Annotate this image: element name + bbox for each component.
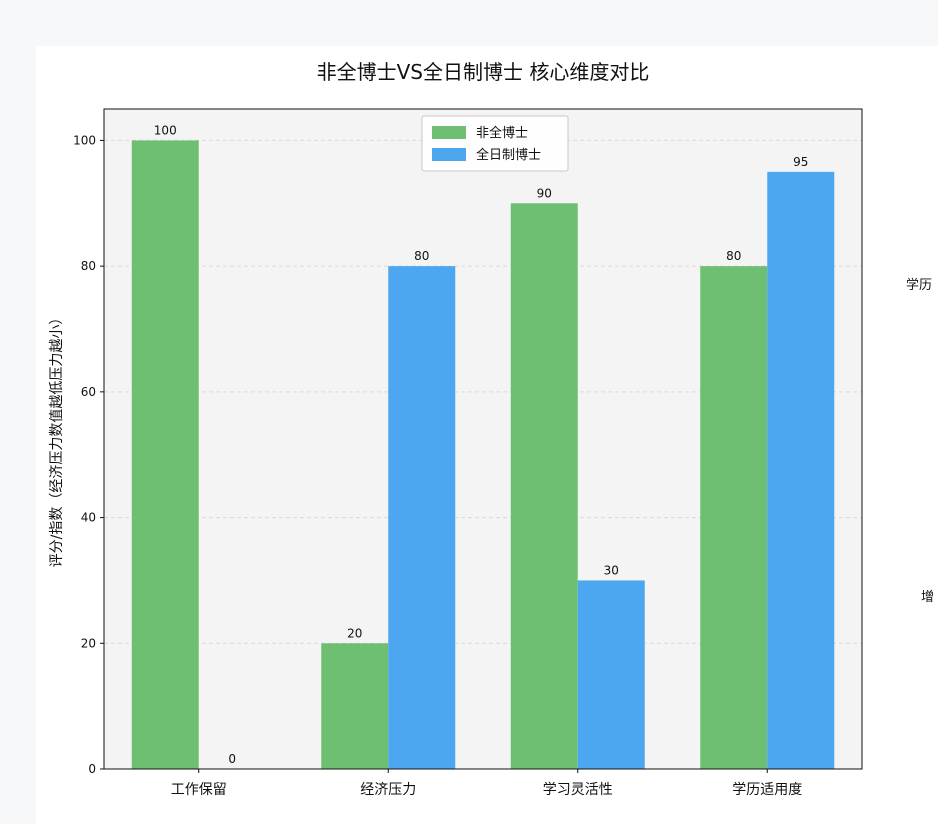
bar-series-0 — [321, 643, 389, 769]
data-label: 100 — [154, 123, 177, 137]
bar-chart: 100 0 20 80 90 30 80 95 0 20 40 60 80 100 工作保留 经济压力 学习… — [49, 60, 934, 798]
data-label: 95 — [793, 155, 808, 169]
side-annotation-1: 学历 — [906, 277, 932, 293]
bar-series-0 — [700, 266, 768, 769]
y-tick-label: 20 — [81, 636, 96, 650]
data-label: 80 — [726, 249, 741, 263]
plot-frame — [103, 108, 863, 770]
y-tick-label: 0 — [88, 762, 96, 776]
x-axis-ticks: 工作保留 经济压力 学习灵活性 学历适用度 — [171, 769, 802, 798]
data-label: 20 — [347, 626, 362, 640]
legend-label-series-0: 非全博士 — [476, 125, 528, 141]
bar-series-1 — [388, 266, 456, 769]
bars — [131, 140, 835, 770]
y-tick-label: 40 — [81, 511, 96, 525]
data-label: 0 — [228, 752, 236, 766]
bar-series-1 — [767, 171, 835, 769]
data-labels: 100 0 20 80 90 30 80 95 — [154, 123, 809, 766]
legend: 非全博士 全日制博士 — [421, 115, 569, 172]
y-tick-label: 100 — [73, 133, 96, 147]
x-tick-label: 经济压力 — [360, 782, 416, 798]
y-axis-label: 评分/指数（经济压力数值越低压力越小） — [49, 311, 65, 568]
bar-series-1 — [577, 580, 645, 769]
legend-label-series-1: 全日制博士 — [476, 147, 541, 163]
x-tick-label: 工作保留 — [171, 782, 227, 798]
bar-series-0 — [510, 203, 578, 770]
data-label: 30 — [604, 563, 619, 577]
x-tick-label: 学习灵活性 — [543, 782, 613, 798]
side-annotation-2: 增 — [921, 590, 934, 605]
data-label: 90 — [537, 186, 552, 200]
y-tick-label: 80 — [81, 259, 96, 273]
legend-swatch-series-0 — [432, 126, 466, 139]
data-label: 80 — [414, 249, 429, 263]
y-axis-ticks: 0 20 40 60 80 100 — [73, 133, 104, 776]
bar-series-0 — [131, 140, 199, 769]
chart-title: 非全博士VS全日制博士 核心维度对比 — [317, 60, 650, 84]
chart-figure: 100 0 20 80 90 30 80 95 0 20 40 60 80 100 工作保留 经济压力 学习… — [36, 46, 938, 824]
legend-swatch-series-1 — [432, 148, 466, 161]
x-tick-label: 学历适用度 — [732, 782, 802, 798]
y-tick-label: 60 — [81, 385, 96, 399]
